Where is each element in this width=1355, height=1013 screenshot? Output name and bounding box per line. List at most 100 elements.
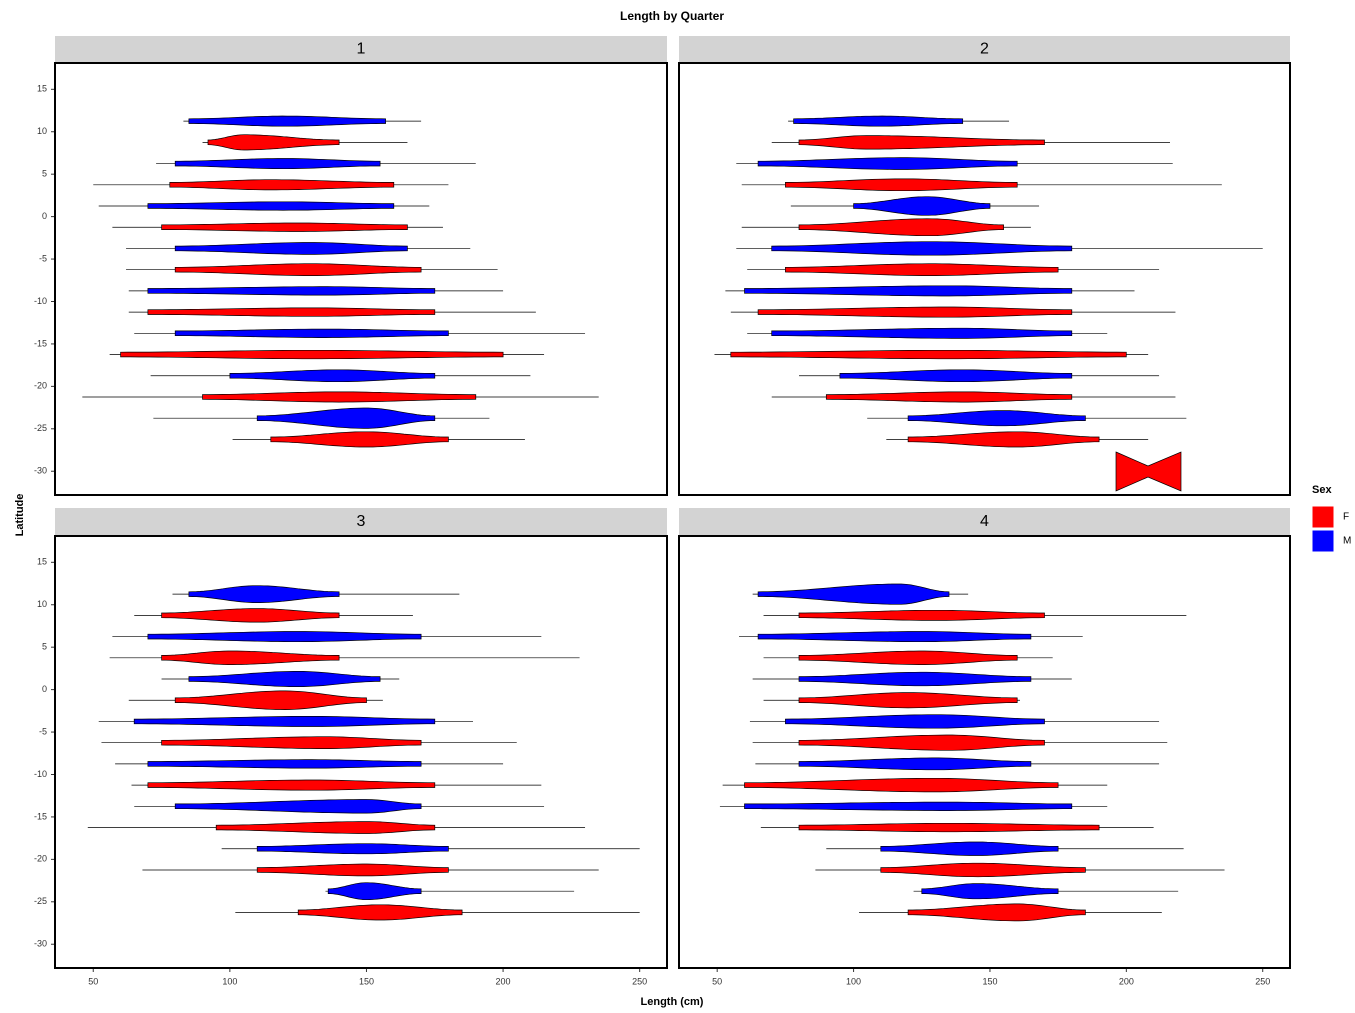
violin (128, 690, 383, 710)
violin (771, 391, 1176, 403)
violin (126, 263, 498, 276)
violin (98, 201, 430, 211)
violin (760, 822, 1154, 833)
violin (101, 736, 517, 749)
strip-label: 3 (357, 513, 366, 530)
violin (109, 349, 545, 360)
strip (55, 508, 667, 535)
violin (183, 115, 422, 127)
violin (153, 407, 490, 429)
violin (859, 903, 1162, 922)
violin (115, 759, 504, 769)
violin (714, 349, 1149, 360)
strip (679, 508, 1290, 535)
violin (112, 222, 443, 232)
violin (221, 843, 640, 855)
violin (722, 777, 1108, 793)
strip (55, 36, 667, 62)
violin (232, 431, 525, 448)
y-tick-label: -20 (34, 381, 47, 391)
x-tick-label: 100 (846, 976, 861, 986)
legend-title: Sex (1312, 484, 1332, 496)
y-tick-label: -5 (39, 253, 47, 263)
violin (131, 779, 542, 791)
violin (913, 883, 1179, 900)
y-tick-label: 10 (37, 599, 47, 609)
violin (741, 178, 1222, 192)
violin (736, 157, 1173, 170)
violin (886, 431, 1149, 448)
violin (126, 242, 471, 255)
violin (150, 369, 531, 383)
y-tick-label: 5 (42, 642, 47, 652)
y-tick-label: 15 (37, 84, 47, 94)
violin (763, 609, 1187, 621)
strip-label: 1 (357, 41, 366, 58)
violin (128, 286, 504, 296)
y-tick-label: 15 (37, 557, 47, 567)
y-tick-label: 0 (42, 211, 47, 221)
x-tick-label: 50 (88, 976, 98, 986)
violin (799, 369, 1160, 383)
violin (325, 882, 575, 901)
strip (679, 36, 1290, 62)
x-tick-label: 150 (359, 976, 374, 986)
y-tick-label: -15 (34, 338, 47, 348)
violin (235, 904, 640, 921)
violin (725, 285, 1135, 297)
legend-key (1311, 505, 1335, 529)
violin (752, 671, 1072, 687)
y-tick-label: -25 (34, 896, 47, 906)
panel-border (678, 62, 1291, 496)
x-tick-label: 200 (1119, 976, 1134, 986)
violin (747, 263, 1160, 276)
x-tick-label: 250 (1255, 976, 1270, 986)
x-tick-label: 50 (712, 976, 722, 986)
y-tick-label: 10 (37, 126, 47, 136)
violin (134, 608, 413, 623)
violin (202, 134, 408, 151)
violin (93, 179, 449, 191)
panel-border (54, 62, 668, 496)
legend-label: M (1343, 536, 1351, 547)
x-tick-label: 250 (632, 976, 647, 986)
violin (790, 196, 1040, 216)
violin (134, 328, 586, 338)
strip-label: 2 (980, 41, 989, 58)
violin (719, 801, 1108, 811)
panel-border (54, 535, 668, 969)
y-tick-label: 0 (42, 684, 47, 694)
chart-title: Length by Quarter (620, 9, 724, 23)
y-tick-label: -15 (34, 811, 47, 821)
violin (128, 307, 536, 317)
x-tick-label: 150 (982, 976, 997, 986)
violin (741, 218, 1031, 237)
violin (142, 863, 599, 877)
violin (771, 135, 1170, 150)
violin (161, 671, 400, 687)
y-tick-label: -30 (34, 939, 47, 949)
violin (730, 306, 1176, 318)
violin (752, 734, 1168, 751)
violin (749, 714, 1160, 729)
x-tick-label: 100 (222, 976, 237, 986)
violin (736, 241, 1263, 256)
panel-border (678, 535, 1291, 969)
legend-key (1311, 529, 1335, 553)
violin (134, 799, 545, 814)
stray-legend-key (1115, 451, 1182, 492)
violin (815, 862, 1225, 878)
violin (112, 631, 542, 643)
x-axis-label: Length (cm) (641, 996, 704, 1008)
violin (156, 158, 476, 170)
violin (172, 585, 460, 603)
violin (98, 716, 474, 727)
violin (747, 327, 1108, 339)
y-axis-label: Latitude (14, 494, 26, 537)
y-tick-label: -10 (34, 296, 47, 306)
violin (867, 410, 1187, 427)
violin (109, 650, 580, 665)
strip-label: 4 (980, 513, 989, 530)
y-tick-label: -20 (34, 854, 47, 864)
